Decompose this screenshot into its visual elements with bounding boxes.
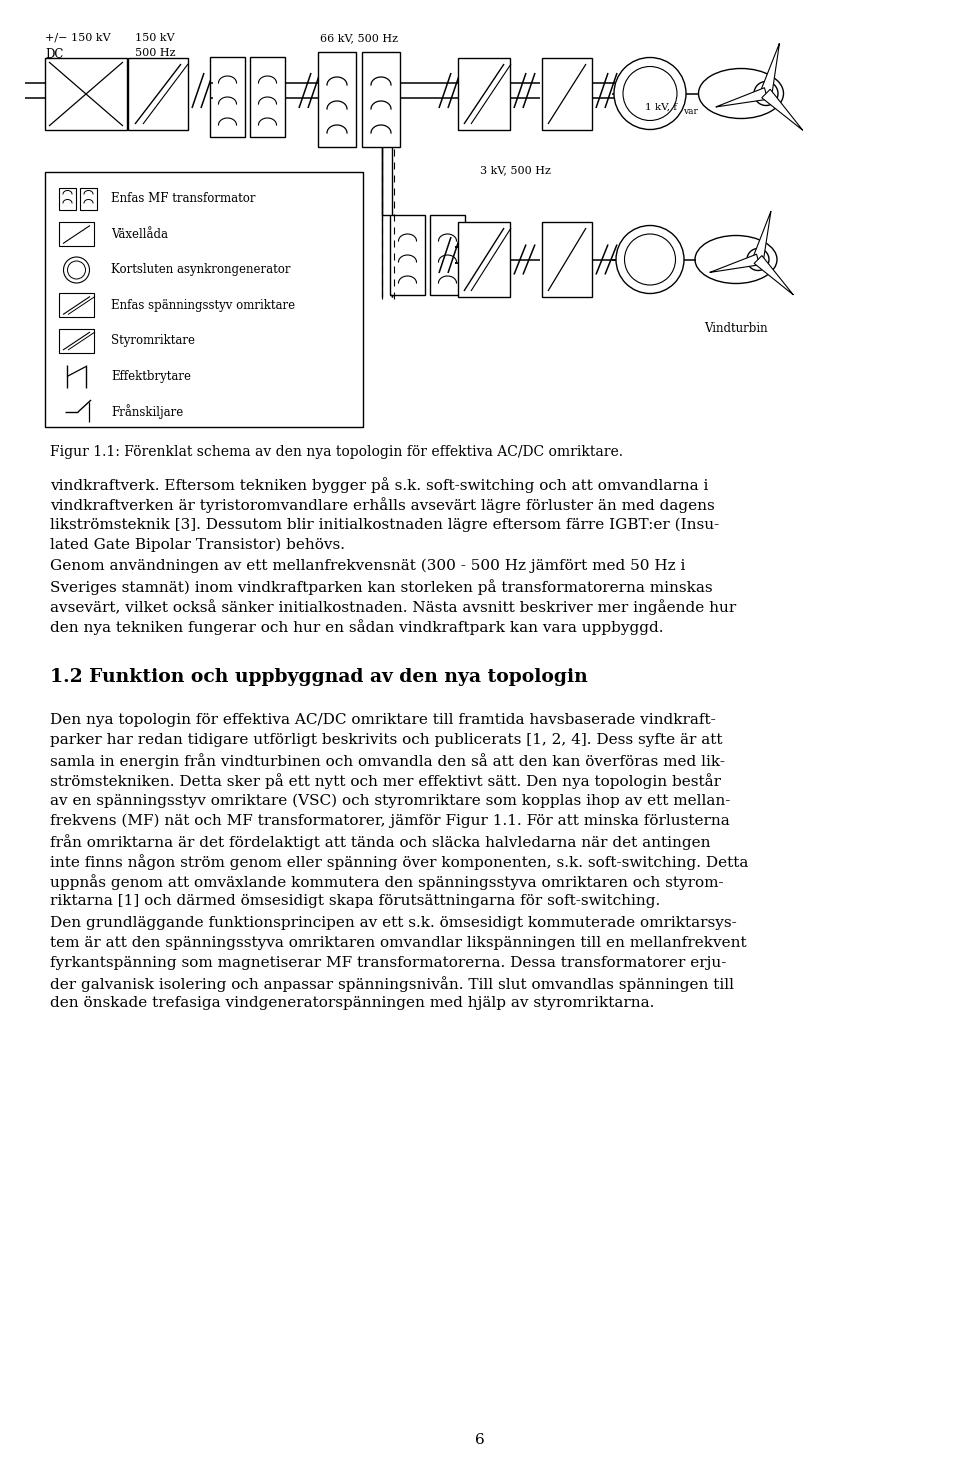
Circle shape (63, 257, 89, 283)
Text: Styromriktare: Styromriktare (111, 335, 195, 348)
Text: +/− 150 kV: +/− 150 kV (45, 32, 110, 43)
Text: riktarna [1] och därmed ömsesidigt skapa förutsättningarna för soft-switching.: riktarna [1] och därmed ömsesidigt skapa… (50, 894, 660, 909)
Text: 1.2 Funktion och uppbyggnad av den nya topologin: 1.2 Funktion och uppbyggnad av den nya t… (50, 668, 588, 686)
Bar (542, 58, 592, 130)
Text: inte finns någon ström genom eller spänning över komponenten, s.k. soft-switchin: inte finns någon ström genom eller spänn… (50, 854, 749, 870)
Text: 500 Hz: 500 Hz (135, 49, 176, 58)
Bar (80, 187, 97, 209)
Text: lated Gate Bipolar Transistor) behövs.: lated Gate Bipolar Transistor) behövs. (50, 537, 345, 552)
Bar (390, 215, 425, 295)
Text: 1 kV, f: 1 kV, f (645, 103, 677, 112)
Text: frekvens (MF) nät och MF transformatorer, jämför Figur 1.1. För att minska förlu: frekvens (MF) nät och MF transformatorer… (50, 814, 730, 827)
Text: Enfas spänningsstyv omriktare: Enfas spänningsstyv omriktare (111, 299, 295, 313)
Text: Den grundläggande funktionsprincipen av ett s.k. ömsesidigt kommuterade omriktar: Den grundläggande funktionsprincipen av … (50, 916, 736, 929)
Text: Växellåda: Växellåda (111, 229, 168, 240)
Text: Sveriges stamnät) inom vindkraftparken kan storleken på transformatorerna minska: Sveriges stamnät) inom vindkraftparken k… (50, 580, 712, 594)
Ellipse shape (699, 68, 783, 118)
Text: av en spänningsstyv omriktare (VSC) och styromriktare som kopplas ihop av ett me: av en spänningsstyv omriktare (VSC) och … (50, 794, 731, 808)
Text: fyrkantspänning som magnetiserar MF transformatorerna. Dessa transformatorer erj: fyrkantspänning som magnetiserar MF tran… (50, 956, 727, 971)
Bar (45, 173, 363, 426)
Text: Effektbrytare: Effektbrytare (111, 370, 191, 384)
Polygon shape (709, 254, 759, 273)
Circle shape (67, 261, 85, 279)
Text: den önskade trefasiga vindgeneratorspänningen med hjälp av styromriktarna.: den önskade trefasiga vindgeneratorspänn… (50, 997, 655, 1010)
Text: parker har redan tidigare utförligt beskrivits och publicerats [1, 2, 4]. Dess s: parker har redan tidigare utförligt besk… (50, 733, 723, 746)
Text: tem är att den spänningsstyva omriktaren omvandlar likspänningen till en mellanf: tem är att den spänningsstyva omriktaren… (50, 935, 747, 950)
Text: Vindturbin: Vindturbin (705, 322, 768, 335)
Circle shape (623, 66, 677, 121)
Text: den nya tekniken fungerar och hur en sådan vindkraftpark kan vara uppbyggd.: den nya tekniken fungerar och hur en såd… (50, 620, 663, 636)
Bar (430, 215, 465, 295)
Text: Enfas MF transformator: Enfas MF transformator (111, 193, 255, 205)
Polygon shape (761, 90, 803, 130)
Circle shape (616, 226, 684, 294)
Bar (59, 329, 94, 353)
Ellipse shape (695, 236, 777, 283)
Text: Genom användningen av ett mellanfrekvensnät (300 - 500 Hz jämfört med 50 Hz i: Genom användningen av ett mellanfrekvens… (50, 559, 685, 574)
Text: från omriktarna är det fördelaktigt att tända och släcka halvledarna när det ant: från omriktarna är det fördelaktigt att … (50, 833, 710, 850)
Text: uppnås genom att omväxlande kommutera den spänningsstyva omriktaren och styrom-: uppnås genom att omväxlande kommutera de… (50, 875, 724, 889)
Bar (59, 294, 94, 317)
Bar (250, 58, 285, 137)
Text: var: var (683, 108, 698, 117)
Bar (318, 52, 356, 148)
Polygon shape (753, 211, 771, 261)
Bar (128, 58, 188, 130)
Bar (458, 223, 510, 296)
Circle shape (614, 58, 686, 130)
Text: 150 kV: 150 kV (135, 32, 175, 43)
Text: vindkraftverk. Eftersom tekniken bygger på s.k. soft-switching och att omvandlar: vindkraftverk. Eftersom tekniken bygger … (50, 476, 708, 493)
Text: strömstekniken. Detta sker på ett nytt och mer effektivt sätt. Den nya topologin: strömstekniken. Detta sker på ett nytt o… (50, 773, 721, 789)
Text: DC: DC (45, 49, 63, 60)
Bar (542, 223, 592, 296)
Text: Figur 1.1: Förenklat schema av den nya topologin för effektiva AC/DC omriktare.: Figur 1.1: Förenklat schema av den nya t… (50, 445, 623, 459)
Text: Frånskiljare: Frånskiljare (111, 404, 183, 419)
Text: der galvanisk isolering och anpassar spänningsnivån. Till slut omvandlas spännin: der galvanisk isolering och anpassar spä… (50, 976, 734, 993)
Text: avsevärt, vilket också sänker initialkostnaden. Nästa avsnitt beskriver mer ingå: avsevärt, vilket också sänker initialkos… (50, 599, 736, 615)
Text: 6: 6 (475, 1434, 485, 1447)
Text: Kortsluten asynkrongenerator: Kortsluten asynkrongenerator (111, 264, 291, 276)
Text: 3 kV, 500 Hz: 3 kV, 500 Hz (480, 165, 551, 176)
Text: samla in energin från vindturbinen och omvandla den så att den kan överföras med: samla in energin från vindturbinen och o… (50, 754, 725, 768)
Bar (458, 58, 510, 130)
Polygon shape (716, 87, 768, 108)
Polygon shape (755, 255, 793, 295)
Bar (59, 187, 76, 209)
Bar (362, 52, 400, 148)
Text: vindkraftverken är tyristoromvandlare erhålls avsevärt lägre förluster än med da: vindkraftverken är tyristoromvandlare er… (50, 497, 715, 513)
Circle shape (747, 248, 769, 270)
Circle shape (625, 235, 676, 285)
Text: 66 kV, 500 Hz: 66 kV, 500 Hz (320, 32, 398, 43)
Bar (210, 58, 245, 137)
Circle shape (754, 81, 778, 106)
Bar (45, 58, 127, 130)
Text: likströmsteknik [3]. Dessutom blir initialkostnaden lägre eftersom färre IGBT:er: likströmsteknik [3]. Dessutom blir initi… (50, 518, 719, 532)
Text: Den nya topologin för effektiva AC/DC omriktare till framtida havsbaserade vindk: Den nya topologin för effektiva AC/DC om… (50, 712, 716, 727)
Bar (59, 223, 94, 246)
Polygon shape (760, 43, 780, 94)
